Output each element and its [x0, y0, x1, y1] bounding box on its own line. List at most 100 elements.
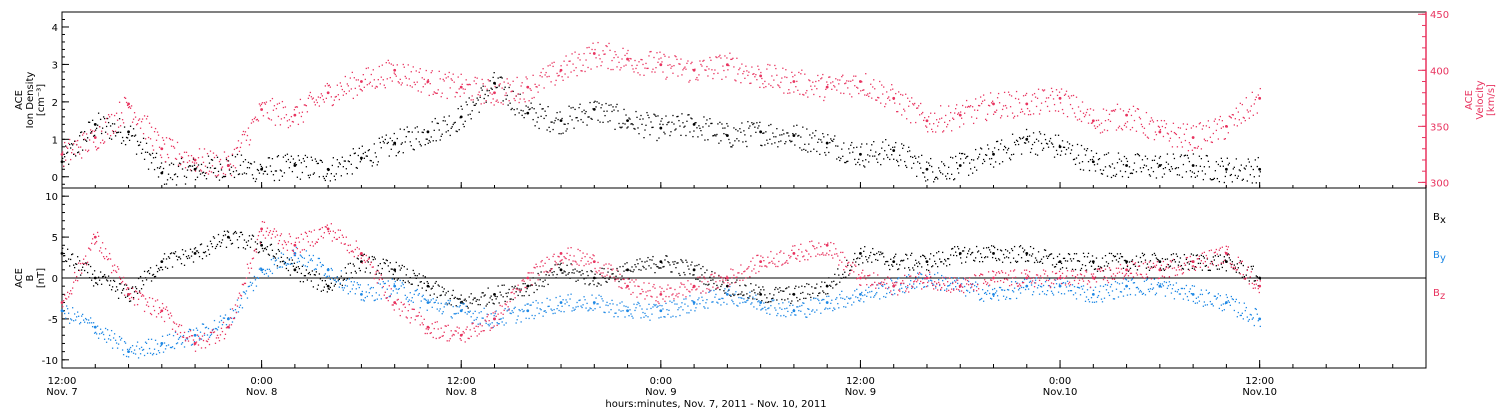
data-dot	[752, 123, 754, 126]
data-dot	[1166, 258, 1169, 260]
data-dot	[166, 153, 169, 156]
data-dot	[672, 72, 674, 74]
data-dot	[498, 84, 500, 86]
data-dot	[857, 257, 859, 259]
data-dot	[341, 156, 343, 158]
data-dot	[318, 176, 321, 178]
data-dot	[328, 288, 331, 290]
data-dot	[387, 265, 389, 267]
data-dot	[1110, 110, 1113, 112]
data-dot	[869, 254, 871, 257]
data-dot	[451, 126, 453, 128]
data-dot	[904, 160, 906, 163]
data-dot	[1202, 125, 1205, 127]
data-dot	[995, 259, 998, 262]
data-dot	[258, 251, 261, 253]
data-dot	[699, 60, 701, 62]
data-dot	[187, 255, 190, 257]
data-dot	[541, 302, 543, 304]
data-dot	[741, 63, 743, 65]
data-dot	[260, 103, 263, 105]
data-dot	[524, 282, 526, 285]
data-dot	[205, 255, 208, 257]
data-dot	[725, 76, 727, 78]
data-dot	[1014, 97, 1017, 100]
data-dot	[665, 255, 667, 257]
data-point	[1125, 260, 1128, 264]
data-dot	[834, 308, 836, 310]
data-dot	[563, 270, 565, 272]
data-dot	[1192, 125, 1195, 127]
data-dot	[885, 138, 887, 141]
data-dot	[260, 165, 263, 168]
data-dot	[1010, 281, 1013, 283]
data-dot	[787, 298, 789, 300]
data-dot	[428, 139, 430, 142]
data-dot	[326, 173, 329, 175]
data-dot	[114, 339, 117, 341]
data-dot	[1167, 163, 1170, 165]
data-dot	[566, 264, 568, 267]
data-dot	[504, 300, 506, 303]
data-dot	[90, 322, 93, 324]
data-dot	[1246, 109, 1248, 111]
data-dot	[627, 306, 629, 308]
data-point	[193, 252, 197, 255]
data-dot	[320, 265, 323, 268]
data-dot	[107, 275, 110, 277]
data-dot	[316, 101, 319, 104]
data-dot	[404, 294, 406, 297]
data-dot	[1125, 157, 1128, 160]
data-dot	[968, 248, 971, 250]
data-dot	[735, 281, 737, 283]
data-dot	[1245, 165, 1247, 167]
data-dot	[1046, 105, 1049, 108]
data-dot	[1245, 97, 1247, 99]
data-dot	[839, 79, 841, 81]
data-dot	[388, 270, 390, 273]
data-dot	[1063, 146, 1066, 149]
data-dot	[485, 322, 487, 324]
data-dot	[679, 63, 681, 65]
data-dot	[531, 107, 533, 109]
data-dot	[870, 296, 872, 298]
left-tick-label: 0	[52, 173, 58, 184]
data-dot	[383, 142, 385, 144]
data-dot	[537, 116, 539, 119]
data-dot	[498, 323, 500, 325]
data-dot	[850, 144, 852, 146]
data-dot	[209, 240, 212, 242]
data-dot	[989, 297, 992, 300]
data-dot	[63, 156, 66, 158]
data-dot	[338, 286, 340, 288]
data-dot	[967, 280, 970, 283]
data-point	[193, 158, 197, 162]
data-dot	[1017, 98, 1020, 100]
data-dot	[662, 123, 664, 126]
data-dot	[379, 141, 381, 144]
data-dot	[1041, 290, 1044, 293]
data-dot	[111, 130, 114, 132]
data-dot	[1219, 165, 1222, 167]
data-dot	[398, 287, 400, 290]
data-dot	[1136, 269, 1139, 271]
data-dot	[979, 96, 982, 98]
data-dot	[1198, 155, 1201, 157]
data-dot	[820, 312, 822, 314]
data-dot	[648, 55, 650, 57]
data-dot	[199, 173, 202, 175]
data-dot	[1169, 137, 1172, 139]
data-dot	[119, 131, 122, 134]
data-dot	[609, 303, 611, 305]
data-dot	[1223, 138, 1225, 140]
data-dot	[710, 122, 712, 125]
data-dot	[1092, 262, 1095, 264]
data-dot	[140, 288, 143, 290]
data-dot	[593, 283, 595, 286]
data-dot	[786, 76, 788, 79]
data-dot	[1208, 269, 1211, 271]
data-dot	[191, 251, 194, 253]
data-dot	[570, 107, 572, 109]
data-dot	[79, 131, 82, 134]
data-dot	[395, 75, 397, 77]
